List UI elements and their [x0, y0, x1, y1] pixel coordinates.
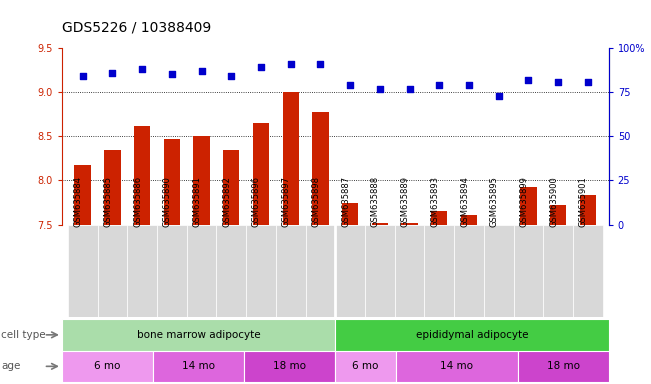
Text: GSM635885: GSM635885: [104, 176, 113, 227]
Text: 18 mo: 18 mo: [547, 361, 579, 371]
Bar: [246, 225, 276, 317]
Bar: [104, 150, 120, 384]
Bar: [520, 187, 536, 384]
Text: GDS5226 / 10388409: GDS5226 / 10388409: [62, 21, 211, 35]
Bar: [134, 126, 150, 384]
Bar: [283, 92, 299, 384]
Bar: [62, 319, 335, 351]
Point: [256, 65, 266, 71]
Point: [167, 71, 177, 78]
Point: [464, 82, 474, 88]
Bar: [216, 225, 246, 317]
Text: GSM635900: GSM635900: [549, 177, 558, 227]
Text: GSM635899: GSM635899: [519, 177, 529, 227]
Text: GSM635894: GSM635894: [460, 177, 469, 227]
Bar: [223, 150, 240, 384]
Bar: [550, 205, 566, 384]
Text: GSM635891: GSM635891: [193, 177, 202, 227]
Point: [434, 82, 445, 88]
Bar: [193, 136, 210, 384]
Point: [286, 61, 296, 67]
Bar: [98, 225, 127, 317]
Point: [374, 86, 385, 92]
Text: GSM635896: GSM635896: [252, 176, 261, 227]
Bar: [187, 225, 216, 317]
Point: [404, 86, 415, 92]
Text: GSM635898: GSM635898: [311, 176, 320, 227]
Text: 6 mo: 6 mo: [94, 361, 120, 371]
Point: [583, 78, 593, 84]
Bar: [484, 225, 514, 317]
Text: GSM635887: GSM635887: [341, 176, 350, 227]
Bar: [424, 225, 454, 317]
Bar: [335, 225, 365, 317]
Text: GSM635892: GSM635892: [222, 177, 231, 227]
Bar: [431, 210, 447, 384]
Text: GSM635901: GSM635901: [579, 177, 588, 227]
Bar: [74, 166, 91, 384]
Bar: [461, 215, 477, 384]
Text: GSM635889: GSM635889: [400, 176, 409, 227]
Bar: [253, 123, 269, 384]
Point: [345, 82, 355, 88]
Bar: [372, 223, 388, 384]
Bar: [514, 225, 544, 317]
Bar: [402, 223, 418, 384]
Text: GSM635895: GSM635895: [490, 177, 499, 227]
Point: [77, 73, 88, 79]
Bar: [491, 225, 507, 384]
Point: [137, 66, 147, 72]
Bar: [244, 351, 335, 382]
Bar: [454, 225, 484, 317]
Text: GSM635886: GSM635886: [133, 176, 142, 227]
Text: GSM635890: GSM635890: [163, 177, 172, 227]
Bar: [305, 225, 335, 317]
Text: GSM635893: GSM635893: [430, 176, 439, 227]
Bar: [153, 351, 244, 382]
Bar: [573, 225, 603, 317]
Bar: [342, 203, 358, 384]
Bar: [276, 225, 305, 317]
Bar: [163, 139, 180, 384]
Bar: [365, 225, 395, 317]
Bar: [335, 319, 609, 351]
Text: 14 mo: 14 mo: [182, 361, 215, 371]
Text: GSM635884: GSM635884: [74, 176, 83, 227]
Text: 6 mo: 6 mo: [352, 361, 379, 371]
Bar: [544, 225, 573, 317]
Bar: [396, 351, 518, 382]
Bar: [518, 351, 609, 382]
Point: [553, 78, 563, 84]
Bar: [335, 351, 396, 382]
Text: GSM635897: GSM635897: [282, 176, 291, 227]
Point: [315, 61, 326, 67]
Point: [493, 93, 504, 99]
Text: 14 mo: 14 mo: [440, 361, 473, 371]
Text: GSM635888: GSM635888: [371, 176, 380, 227]
Text: age: age: [1, 361, 21, 371]
Bar: [127, 225, 157, 317]
Text: bone marrow adipocyte: bone marrow adipocyte: [137, 330, 260, 340]
Bar: [579, 195, 596, 384]
Text: epididymal adipocyte: epididymal adipocyte: [416, 330, 528, 340]
Bar: [312, 113, 329, 384]
Bar: [62, 351, 153, 382]
Bar: [395, 225, 424, 317]
Bar: [157, 225, 187, 317]
Text: cell type: cell type: [1, 330, 46, 340]
Point: [107, 70, 118, 76]
Bar: [68, 225, 98, 317]
Point: [523, 77, 534, 83]
Point: [197, 68, 207, 74]
Text: 18 mo: 18 mo: [273, 361, 306, 371]
Point: [226, 73, 236, 79]
